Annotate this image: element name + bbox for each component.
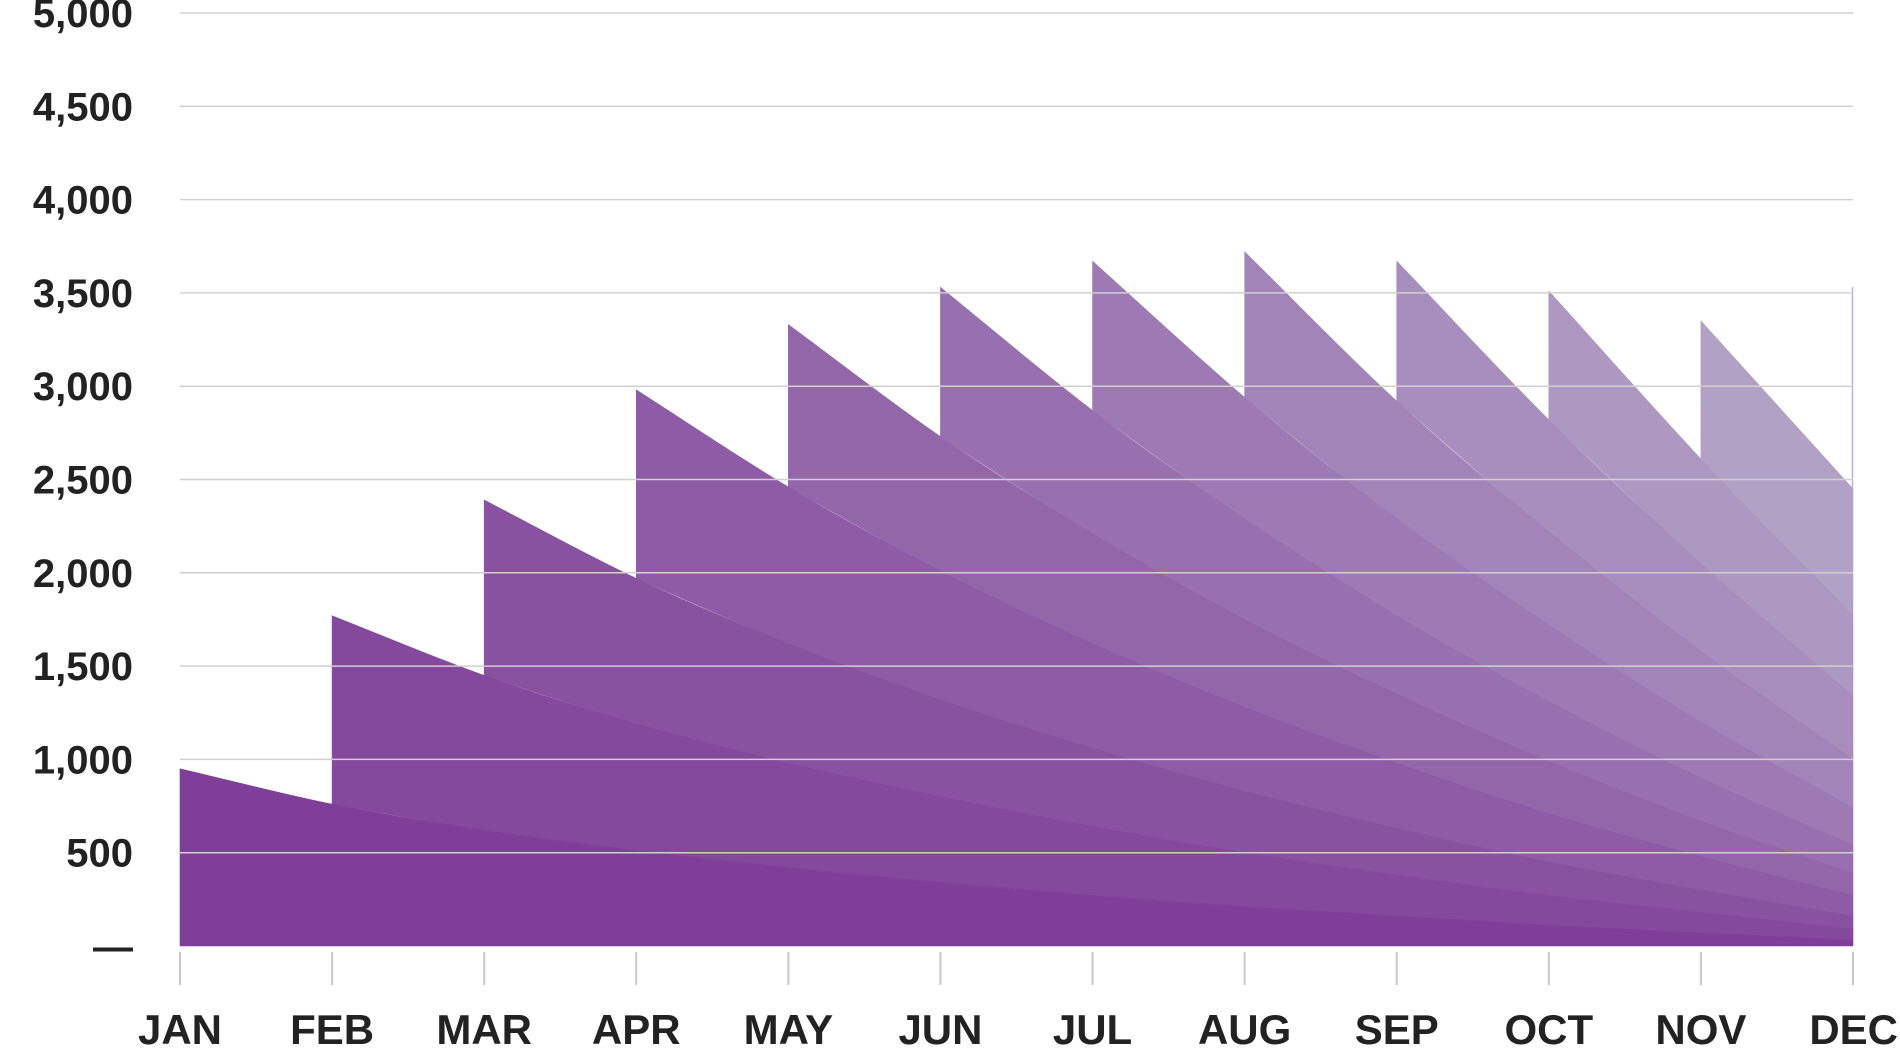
- x-axis: JAN FEB MAR APR MAY JUN JUL AUG SEP OCT NOV DEC: [138, 952, 1898, 1053]
- y-tick-label: 5,000: [33, 0, 133, 36]
- y-tick-label: 4,000: [33, 179, 133, 223]
- area-series-11: [1700, 320, 1854, 617]
- y-tick-label: 1,000: [33, 738, 133, 782]
- x-tick-label: MAR: [436, 1006, 532, 1053]
- x-tick-label: FEB: [290, 1006, 374, 1053]
- y-tick-label: —: [93, 925, 133, 969]
- y-tick-label: 4,500: [33, 85, 133, 129]
- y-tick-label: 2,500: [33, 459, 133, 503]
- x-tick-label: JUL: [1053, 1006, 1132, 1053]
- x-tick-label: MAY: [744, 1006, 833, 1053]
- x-tick-label: APR: [592, 1006, 681, 1053]
- x-tick-label: OCT: [1504, 1006, 1593, 1053]
- x-tick-label: JUN: [898, 1006, 982, 1053]
- y-tick-label: 3,500: [33, 272, 133, 316]
- y-tick-label: 1,500: [33, 645, 133, 689]
- area-series-1: [179, 768, 1854, 947]
- gridlines: [180, 12, 1853, 854]
- x-tick-label: NOV: [1655, 1006, 1746, 1053]
- x-tick-label: DEC: [1809, 1006, 1898, 1053]
- y-tick-label: 2,000: [33, 552, 133, 596]
- y-axis: — 500 1,000 1,500 2,000 2,500 3,000 3,500 4,000 4…: [33, 0, 133, 969]
- area-series-12: [1851, 287, 1854, 490]
- x-tick-label: SEP: [1355, 1006, 1439, 1053]
- area-series-group: [179, 251, 1854, 947]
- x-tick-label: JAN: [138, 1006, 222, 1053]
- y-tick-label: 3,000: [33, 365, 133, 409]
- x-tick-label: AUG: [1198, 1006, 1291, 1053]
- y-tick-label: 500: [66, 832, 133, 876]
